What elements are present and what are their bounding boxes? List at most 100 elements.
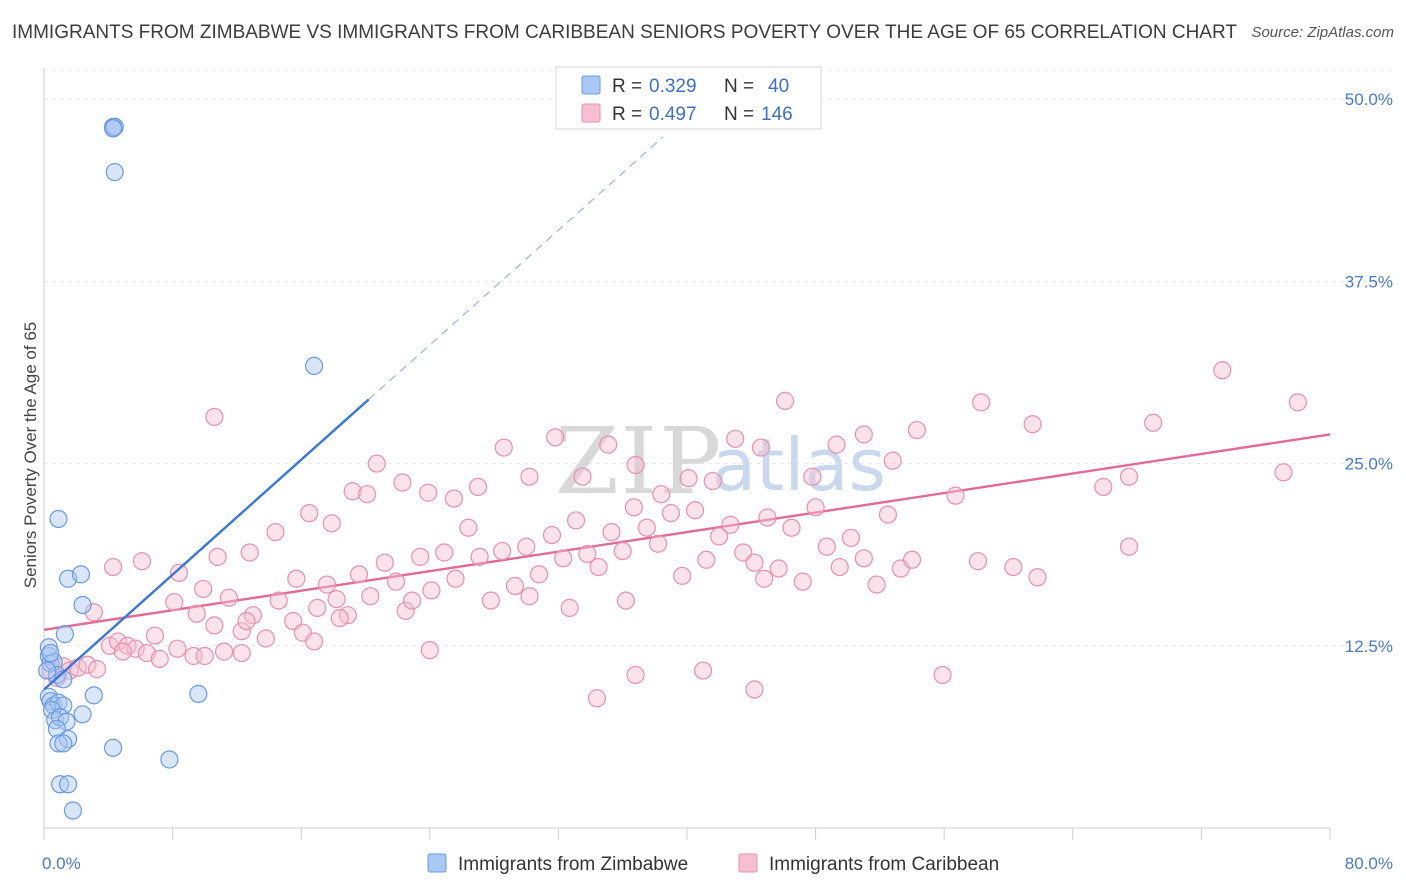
caribbean-point-128	[1028, 568, 1047, 587]
legend-swatch-caribbean	[581, 103, 601, 123]
zimbabwe-point-20	[84, 686, 103, 705]
zimbabwe-point-24	[49, 734, 68, 753]
caribbean-point-53	[566, 511, 586, 530]
caribbean-point-94	[367, 454, 386, 473]
caribbean-point-96	[419, 483, 438, 502]
caribbean-point-77	[854, 549, 873, 568]
caribbean-point-92	[343, 482, 362, 501]
bottom-legend-swatch-caribbean	[738, 853, 758, 873]
caribbean-point-88	[266, 522, 285, 542]
caribbean-point-68	[745, 553, 764, 572]
caribbean-point-129	[755, 569, 774, 588]
caribbean-point-75	[830, 557, 849, 577]
y-tick-label-2: 37.5%	[1345, 272, 1393, 291]
zimbabwe-trend-line	[43, 398, 370, 691]
zimbabwe-point-18	[57, 712, 76, 731]
caribbean-point-130	[616, 591, 636, 610]
caribbean-point-62	[673, 566, 692, 585]
caribbean-point-18	[84, 603, 103, 622]
caribbean-point-118	[1023, 415, 1042, 434]
caribbean-point-79	[878, 505, 898, 524]
zimbabwe-point-30	[160, 750, 179, 769]
caribbean-point-61	[661, 504, 681, 523]
caribbean-point-132	[205, 407, 224, 427]
caribbean-point-21	[165, 592, 184, 612]
axes	[43, 68, 1331, 840]
zimbabwe-point-26	[104, 738, 123, 757]
caribbean-point-51	[542, 525, 562, 545]
caribbean-point-15	[195, 646, 214, 666]
caribbean-point-82	[104, 557, 123, 577]
zimbabwe-trend-extension	[368, 136, 664, 400]
caribbean-point-45	[470, 547, 489, 566]
caribbean-point-59	[637, 518, 656, 537]
caribbean-point-100	[520, 467, 539, 486]
chart-title: IMMIGRANTS FROM ZIMBABWE VS IMMIGRANTS F…	[12, 22, 1237, 43]
caribbean-point-135	[237, 611, 256, 631]
caribbean-point-58	[624, 498, 644, 517]
caribbean-point-28	[269, 591, 288, 610]
caribbean-point-99	[494, 438, 513, 457]
caribbean-point-95	[393, 473, 412, 492]
caribbean-point-91	[322, 514, 341, 533]
caribbean-point-22	[187, 604, 206, 623]
zimbabwe-point-13	[49, 693, 68, 712]
zimbabwe-point-33	[71, 565, 91, 584]
bottom-legend-label-caribbean: Immigrants from Caribbean	[769, 854, 999, 875]
caribbean-point-42	[435, 543, 454, 562]
caribbean-point-33	[327, 590, 346, 609]
caribbean-point-76	[841, 528, 861, 548]
caribbean-point-63	[685, 501, 705, 520]
zimbabwe-point-9	[38, 661, 57, 680]
caribbean-point-32	[317, 575, 337, 594]
caribbean-point-29	[284, 611, 303, 631]
caribbean-point-85	[194, 579, 213, 599]
caribbean-point-48	[505, 576, 525, 596]
caribbean-point-74	[817, 537, 836, 556]
y-tick-label-0: 12.5%	[1345, 637, 1393, 656]
bottom-legend-swatch-zimbabwe	[427, 853, 447, 873]
caribbean-point-140	[626, 665, 645, 685]
caribbean-point-138	[420, 641, 439, 660]
x-tick-labels: 0.0% 80.0%	[42, 854, 1393, 873]
legend-n-value-caribbean: 146	[761, 104, 793, 125]
caribbean-point-107	[703, 471, 722, 491]
caribbean-point-60	[648, 534, 668, 553]
caribbean-point-70	[769, 559, 788, 578]
legend-r-label-caribbean: R =	[612, 104, 642, 125]
caribbean-point-40	[411, 547, 430, 566]
y-tick-labels: 12.5% 25.0% 37.5% 50.0%	[1345, 90, 1393, 656]
caribbean-point-23	[205, 616, 224, 635]
caribbean-point-89	[287, 569, 306, 588]
caribbean-point-49	[517, 537, 536, 556]
caribbean-point-105	[652, 485, 671, 504]
y-tick-label-3: 50.0%	[1345, 90, 1393, 109]
caribbean-point-54	[578, 544, 597, 564]
legend-n-value-zimbabwe: 40	[768, 76, 789, 97]
caribbean-point-142	[745, 680, 764, 699]
y-tick-label-1: 25.0%	[1345, 455, 1393, 474]
caribbean-point-38	[386, 572, 406, 591]
caribbean-point-127	[1004, 557, 1023, 577]
caribbean-point-67	[734, 543, 753, 562]
caribbean-point-5	[78, 655, 97, 674]
caribbean-point-27	[256, 629, 275, 648]
zimbabwe-point-25	[54, 734, 73, 753]
zimbabwe-point-36	[304, 356, 324, 376]
caribbean-point-114	[883, 451, 902, 470]
caribbean-point-121	[1144, 413, 1163, 432]
caribbean-point-37	[375, 553, 394, 572]
x-tick-label-0: 0.0%	[42, 854, 81, 873]
zimbabwe-point-35	[55, 625, 74, 644]
caribbean-point-137	[560, 598, 579, 617]
caribbean-point-55	[589, 557, 608, 577]
trend-lines	[43, 136, 1331, 631]
watermark-atlas: atlas	[712, 423, 886, 507]
caribbean-point-65	[710, 527, 729, 546]
caribbean-point-24	[219, 588, 238, 607]
y-axis-label: Seniors Poverty Over the Age of 65	[21, 322, 40, 588]
caribbean-point-36	[361, 587, 380, 606]
caribbean-point-16	[214, 642, 234, 661]
data-points	[38, 117, 1307, 820]
caribbean-point-115	[907, 420, 926, 440]
